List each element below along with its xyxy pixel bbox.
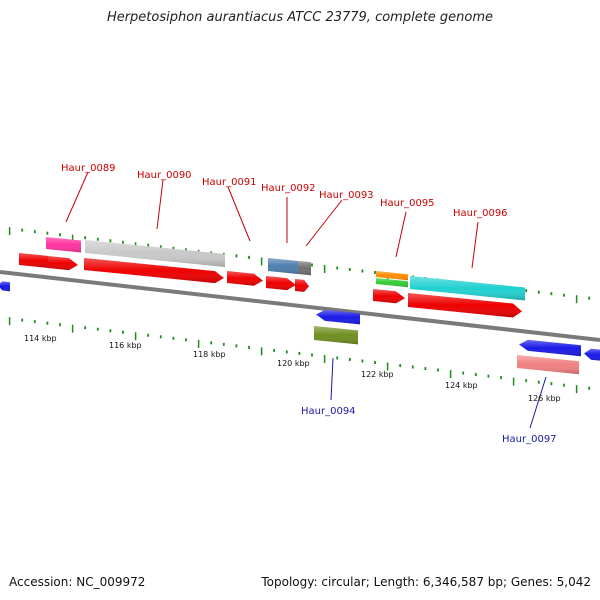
scale-labels: 114 kbp 116 kbp 118 kbp 120 kbp 122 kbp 124 k… — [24, 334, 561, 403]
scale-label: 116 kbp — [109, 341, 142, 350]
gene-labels: Haur_0089Haur_0090Haur_0091Haur_0092Haur… — [61, 163, 557, 445]
scale-label: 118 kbp — [193, 350, 226, 359]
label-leader-lines — [65, 171, 547, 429]
gene-label-bottom: Haur_0097 — [502, 434, 557, 445]
gene-label-top: Haur_0096 — [453, 208, 508, 219]
gene-feature-shade — [376, 278, 408, 288]
leader-line — [156, 179, 164, 230]
map-title: Herpetosiphon aurantiacus ATCC 23779, co… — [106, 10, 494, 25]
leader-line — [65, 171, 89, 223]
topology-text: Topology: circular; Length: 6,346,587 bp… — [261, 575, 591, 589]
gene-feature-shade — [584, 348, 600, 361]
gene-feature-shade — [0, 281, 10, 292]
scale-label: 122 kbp — [361, 370, 394, 379]
genome-backbone — [0, 270, 600, 342]
leader-line — [305, 199, 343, 247]
inner-tick-track — [8, 317, 591, 394]
gene-feature-shade — [408, 293, 522, 318]
gene-feature-shade — [314, 326, 358, 345]
gene-label-top: Haur_0095 — [380, 198, 435, 209]
scale-label: 124 kbp — [445, 381, 478, 390]
gene-feature-shade — [268, 258, 298, 274]
leader-line — [227, 186, 251, 242]
scale-label: 126 kbp — [528, 394, 561, 403]
gene-label-bottom: Haur_0094 — [301, 406, 356, 417]
gene-feature-shade — [295, 279, 309, 292]
gene-feature-shade — [19, 253, 49, 268]
scale-label: 120 kbp — [277, 359, 310, 368]
gene-feature-shade — [519, 339, 581, 357]
gene-feature-shade — [227, 271, 263, 286]
gene-label-top: Haur_0090 — [137, 170, 192, 181]
gene-feature-shade — [84, 258, 224, 284]
leader-line — [529, 376, 547, 429]
gene-feature-shade — [266, 276, 296, 291]
gene-features — [0, 237, 600, 375]
gene-feature-shade — [85, 240, 225, 267]
gene-feature-shade — [298, 261, 311, 276]
accession-text: Accession: NC_009972 — [9, 575, 146, 589]
leader-line — [395, 211, 407, 258]
leader-line — [471, 221, 479, 269]
gene-feature-shade — [517, 355, 579, 375]
leader-line — [330, 357, 334, 401]
gene-label-top: Haur_0093 — [319, 190, 374, 201]
gene-label-top: Haur_0091 — [202, 177, 257, 188]
gene-feature-shade — [46, 237, 81, 253]
gene-feature-shade — [376, 271, 408, 281]
scale-label: 114 kbp — [24, 334, 57, 343]
gene-feature-shade — [373, 289, 405, 304]
gene-label-top: Haur_0092 — [261, 183, 316, 194]
gene-feature-shade — [410, 276, 525, 301]
gene-feature-shade — [316, 309, 360, 325]
gene-feature-shade — [48, 256, 78, 271]
gene-label-top: Haur_0089 — [61, 163, 116, 174]
